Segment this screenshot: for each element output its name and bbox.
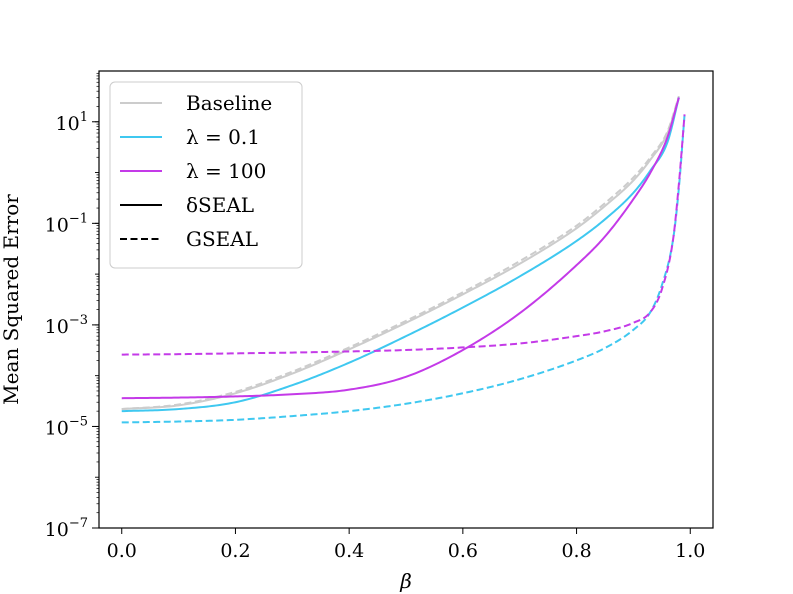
series-line-2 <box>121 97 680 413</box>
series-layer <box>121 95 686 424</box>
series-line-0 <box>121 97 680 411</box>
ticks-layer: 0.0 0.2 0.4 0.6 0.8 1.0 10−7 10−5 10−3 10−1 101 <box>45 72 705 562</box>
x-tick-label: 0.4 <box>334 540 364 562</box>
x-tick-label: 0.2 <box>220 540 250 562</box>
x-axis-label: β <box>399 569 412 593</box>
x-tick-label: 0.8 <box>561 540 591 562</box>
legend-label: λ = 100 <box>186 159 266 183</box>
y-axis-label: Mean Squared Error <box>0 194 23 405</box>
legend-label: GSEAL <box>186 227 258 251</box>
legend-label: δSEAL <box>186 193 254 217</box>
series-line-5 <box>121 114 686 356</box>
legend-label: Baseline <box>186 91 272 115</box>
legend: Baseline λ = 0.1 λ = 100 δSEAL GSEAL <box>109 81 303 269</box>
y-tick-label: 10−5 <box>45 414 88 439</box>
legend-label: λ = 0.1 <box>186 125 260 149</box>
x-tick-label: 1.0 <box>675 540 705 562</box>
series-line-1 <box>121 95 680 411</box>
x-tick-label: 0.0 <box>107 540 137 562</box>
y-tick-label: 10−7 <box>45 516 88 541</box>
y-tick-label: 10−3 <box>45 313 88 338</box>
y-tick-label: 101 <box>56 110 88 135</box>
series-line-3 <box>121 97 680 400</box>
x-tick-label: 0.6 <box>448 540 478 562</box>
legend-box <box>109 81 303 269</box>
y-tick-label: 10−1 <box>45 211 88 236</box>
plot-frame <box>98 70 714 529</box>
